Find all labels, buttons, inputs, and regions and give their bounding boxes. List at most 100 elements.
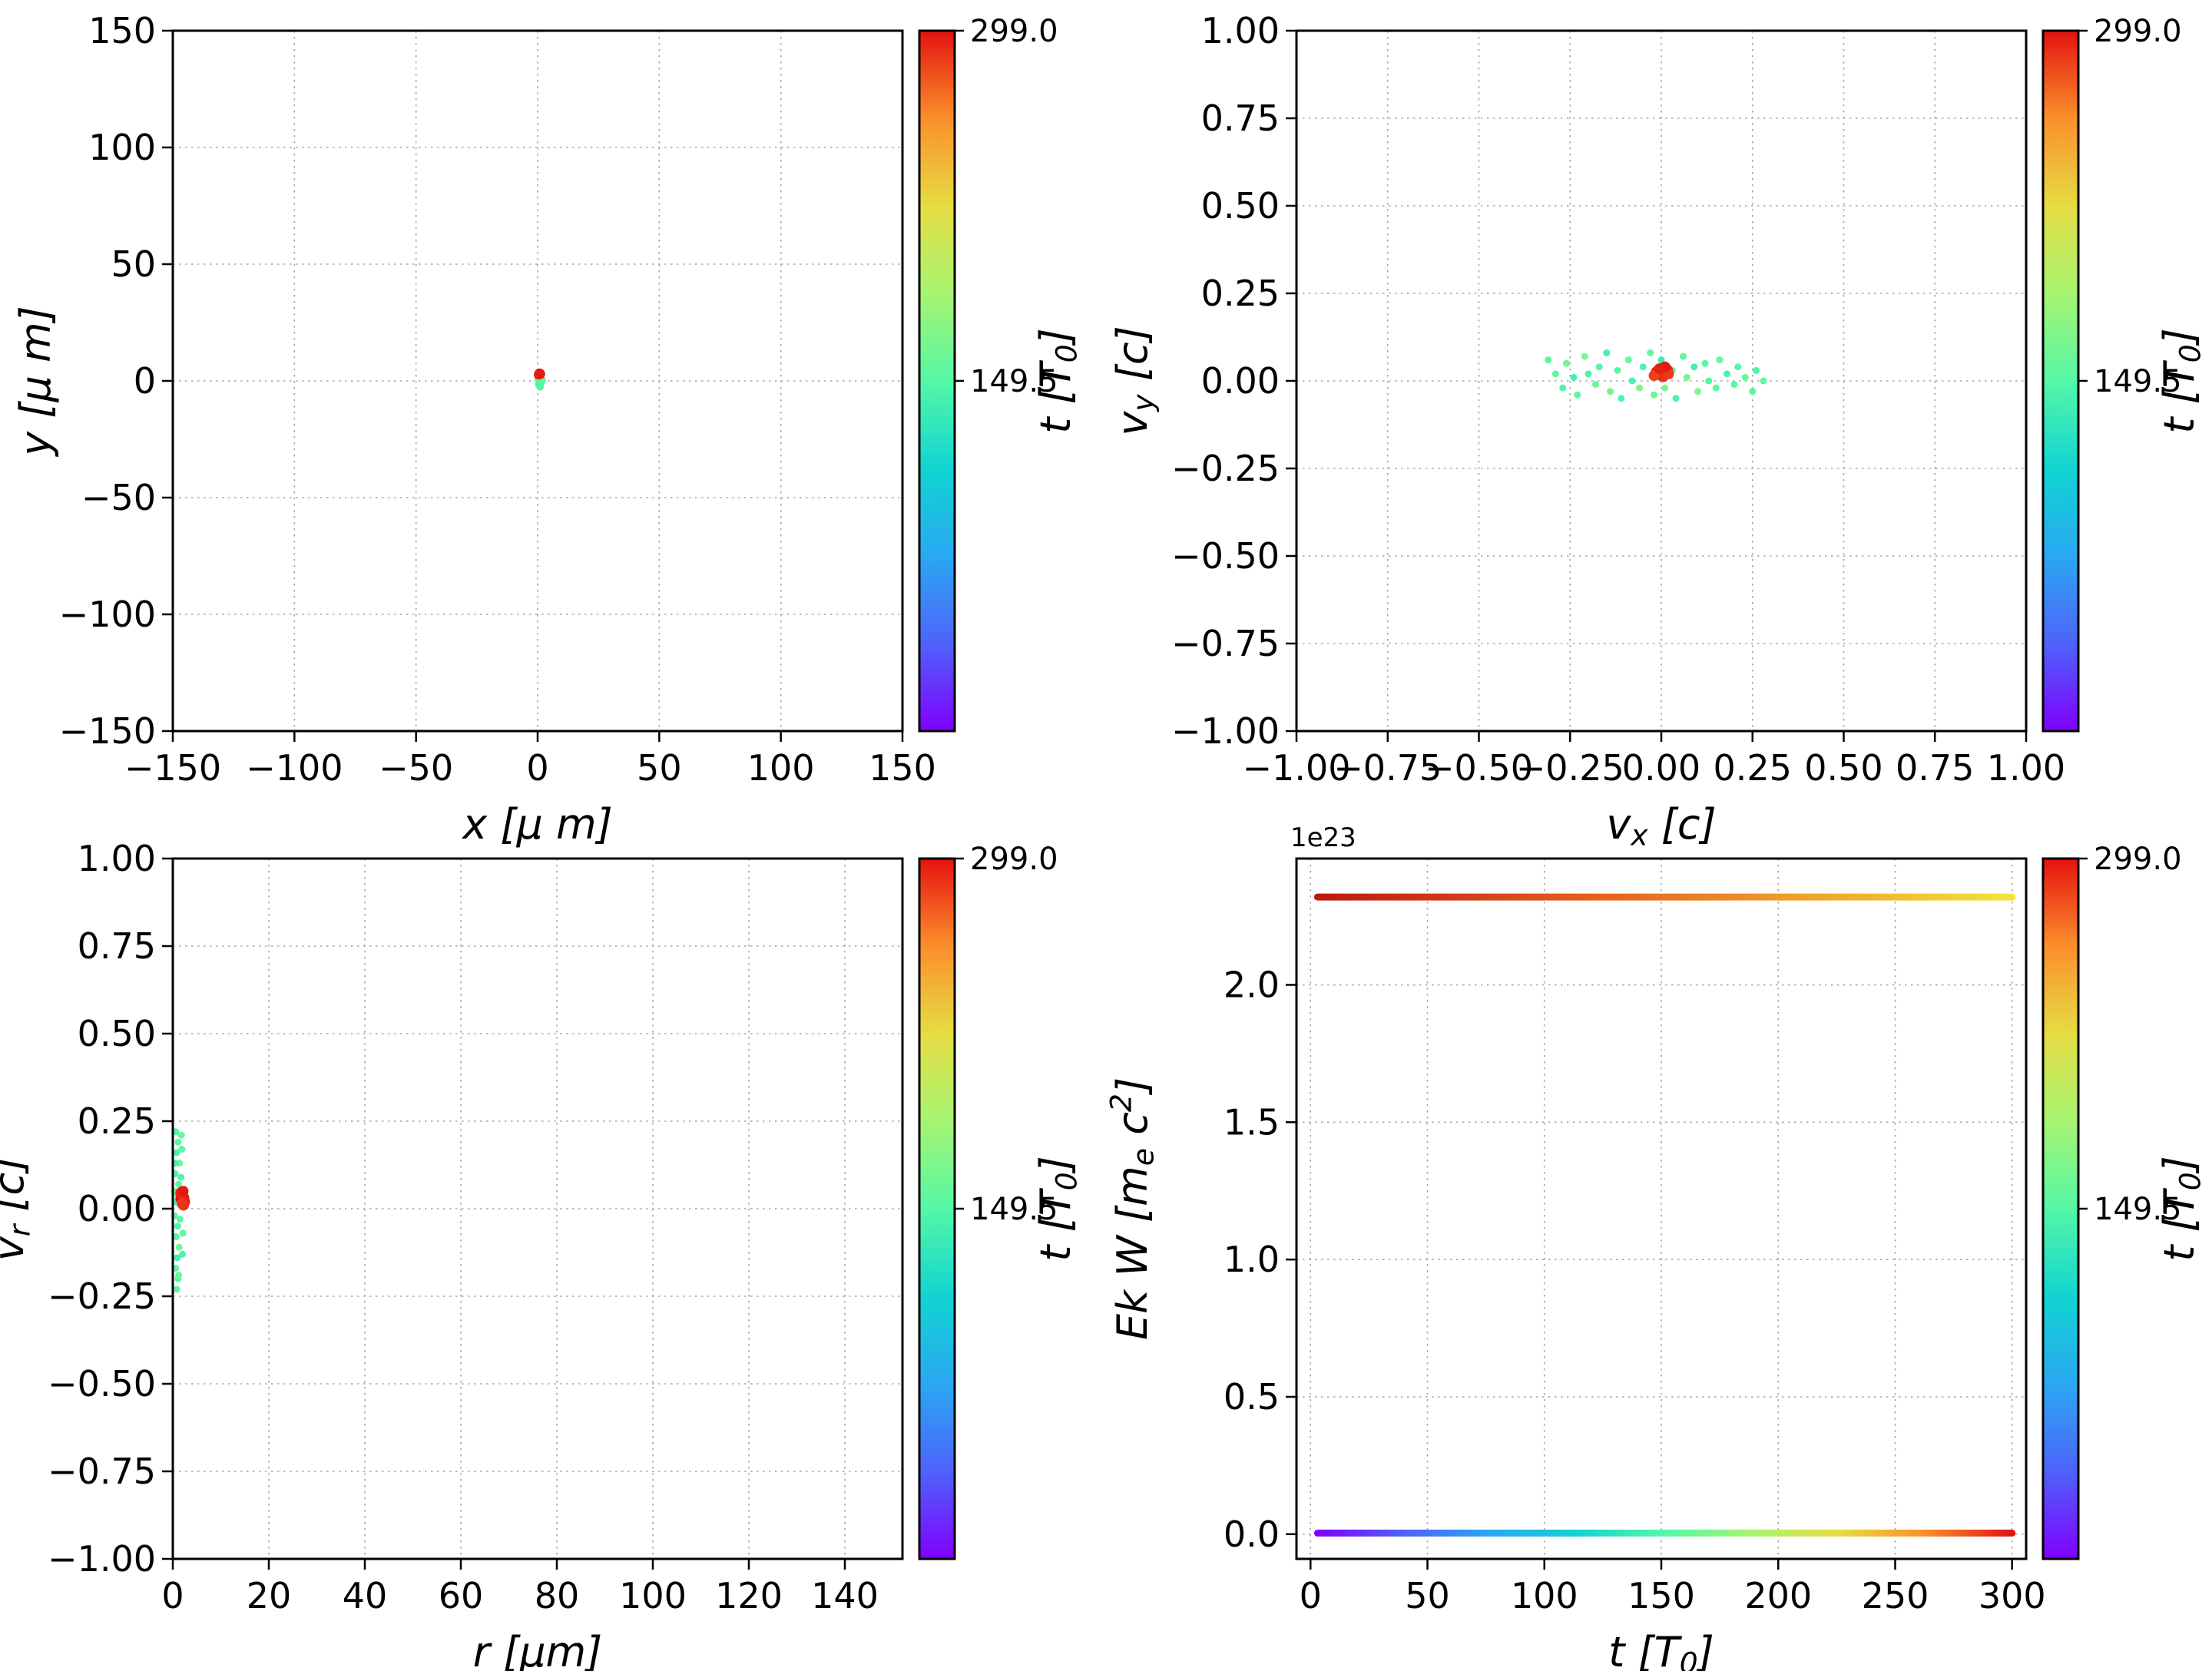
- y-tick-label: −1.00: [48, 1538, 156, 1580]
- y-tick-label: −100: [59, 594, 156, 635]
- scatter-point: [173, 1149, 180, 1156]
- colorbar-tick-label: 149.5: [2094, 1192, 2182, 1227]
- x-tick-label: 100: [1511, 1575, 1578, 1616]
- label-fragment: ]: [1108, 1077, 1157, 1096]
- scatter-point: [1724, 370, 1730, 378]
- y-tick-label: 2.0: [1224, 965, 1280, 1006]
- x-tick-label: 150: [869, 747, 936, 789]
- tick-labels-layer: 0 50 100 150 200 250 300 0.0 0.5 1.0 1.5 2.0: [1224, 965, 2046, 1616]
- label-fragment: 0: [2174, 344, 2207, 362]
- y-tick-label: 0.50: [78, 1013, 156, 1054]
- label-fragment: v: [1108, 411, 1157, 436]
- y-tick-label: 0.00: [78, 1188, 156, 1229]
- axis-y-label: vr [c]: [0, 1156, 37, 1262]
- x-tick-label: 150: [1628, 1575, 1695, 1616]
- scatter-point: [1624, 356, 1632, 364]
- colorbar-tick-label: 299.0: [970, 14, 1058, 49]
- y-tick-label: 0.0: [1224, 1514, 1280, 1555]
- axis-y-label: Ek W [me c2]: [1104, 1077, 1160, 1340]
- colorbar-axis-label: t [T0]: [1031, 328, 1084, 434]
- scatter-point: [1584, 370, 1592, 378]
- scatter-point: [177, 1173, 185, 1181]
- scatter-point: [173, 1286, 180, 1293]
- x-tick-label: 80: [535, 1575, 580, 1616]
- label-fragment: r: [3, 1223, 37, 1236]
- y-tick-label: 1.00: [1201, 10, 1280, 51]
- label-fragment: v: [1606, 800, 1631, 849]
- label-fragment: [c]: [0, 1156, 33, 1225]
- label-fragment: t [T: [1031, 1187, 1080, 1261]
- colorbar-tick-label: 149.5: [970, 1192, 1058, 1227]
- x-tick-label: 0.00: [1622, 747, 1700, 789]
- y-tick-label: 1.5: [1224, 1101, 1280, 1143]
- scatter-point: [174, 1138, 182, 1146]
- y-tick-label: 100: [88, 127, 156, 168]
- x-tick-label: −100: [246, 747, 343, 789]
- scatter-point: [172, 1233, 180, 1240]
- scatter-point: [1639, 363, 1647, 371]
- scatter-point: [1651, 391, 1657, 399]
- y-tick-label: 0: [134, 360, 156, 402]
- tick-marks-layer: [1286, 29, 2028, 742]
- scatter-point: [1734, 363, 1742, 371]
- scatter-point: [174, 1223, 181, 1230]
- scatter-point: [178, 1145, 186, 1153]
- scatter-point: [177, 1198, 188, 1209]
- y-tick-label: 0.75: [78, 925, 156, 967]
- x-tick-label: 50: [637, 747, 682, 789]
- subplot-1: −1.00−0.75−0.50−0.250.00 0.25 0.50 0.75 1.00…: [1108, 10, 2207, 852]
- x-tick-label: 100: [619, 1575, 687, 1616]
- tick-labels-layer: −150 −100 −50 0 50 100 150 −150 −100 −50 0 50 100 150: [59, 10, 936, 789]
- y-tick-label: 0.5: [1224, 1376, 1280, 1418]
- axis-offset-text: 1e23: [1290, 822, 1356, 853]
- label-fragment: x [μ m]: [461, 800, 612, 849]
- axis-x-label: t [T0]: [1608, 1628, 1714, 1671]
- x-tick-label: 120: [715, 1575, 783, 1616]
- y-tick-label: −0.75: [48, 1451, 156, 1492]
- x-tick-label: 100: [747, 747, 815, 789]
- scatter-point: [1694, 388, 1701, 395]
- label-fragment: e: [1127, 1148, 1161, 1166]
- scatter-point: [535, 369, 545, 379]
- scatter-point: [1760, 377, 1767, 385]
- y-tick-label: 50: [111, 243, 156, 285]
- scatter-point: [1672, 395, 1680, 402]
- scatter-point: [1657, 356, 1665, 364]
- scatter-point: [1628, 377, 1636, 385]
- scatter-point: [1753, 366, 1760, 374]
- scatter-point: [1574, 391, 1581, 399]
- x-tick-label: 250: [1862, 1575, 1929, 1616]
- y-tick-label: −150: [59, 710, 156, 752]
- y-tick-label: 0.00: [1201, 360, 1280, 402]
- label-fragment: Ek W [m: [1108, 1166, 1157, 1340]
- label-fragment: t [T: [2155, 1187, 2204, 1261]
- x-tick-label: 0: [161, 1575, 184, 1616]
- label-fragment: r [μm]: [473, 1628, 602, 1671]
- scatter-point: [1741, 373, 1749, 381]
- label-fragment: 0: [2174, 1172, 2207, 1190]
- y-tick-label: −0.50: [48, 1363, 156, 1405]
- scatter-point: [175, 1272, 182, 1279]
- scatter-point: [1563, 359, 1570, 367]
- scatter-point: [1730, 381, 1738, 389]
- label-fragment: 0: [1050, 1172, 1084, 1190]
- y-tick-label: −0.25: [48, 1276, 156, 1317]
- y-tick-label: −0.75: [1171, 623, 1280, 664]
- tick-marks-layer: [162, 29, 904, 742]
- label-fragment: 0: [1050, 344, 1084, 362]
- scatter-point: [1618, 395, 1625, 402]
- colorbar-tick-label: 299.0: [2094, 14, 2182, 49]
- x-tick-label: 0.25: [1714, 747, 1792, 789]
- colorbar-tick-label: 149.5: [2094, 364, 2182, 399]
- scatter-point: [1749, 388, 1757, 395]
- x-tick-label: −0.25: [1516, 747, 1624, 789]
- axis-x-label: vx [c]: [1606, 800, 1716, 852]
- scatter-point: [179, 1229, 187, 1237]
- label-fragment: t [T: [1608, 1628, 1682, 1671]
- axis-x-label: x [μ m]: [461, 800, 612, 849]
- x-tick-label: 40: [343, 1575, 388, 1616]
- scatter-point: [175, 1243, 183, 1251]
